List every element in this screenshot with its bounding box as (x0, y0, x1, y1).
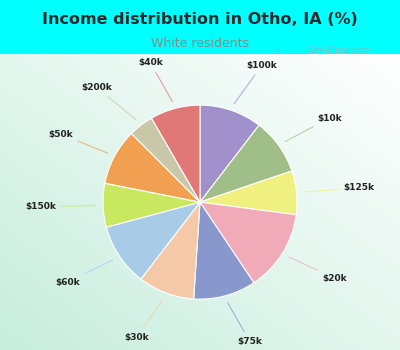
Wedge shape (141, 202, 200, 299)
Text: $100k: $100k (234, 61, 277, 104)
Text: White residents: White residents (151, 37, 249, 50)
Text: ⌂: ⌂ (273, 46, 280, 56)
Text: $50k: $50k (48, 130, 108, 153)
Wedge shape (194, 202, 254, 299)
Text: $150k: $150k (25, 202, 96, 211)
Wedge shape (106, 202, 200, 279)
Text: $75k: $75k (228, 303, 262, 346)
Text: $60k: $60k (55, 260, 113, 287)
Wedge shape (152, 105, 200, 202)
Text: City-Data.com: City-Data.com (308, 46, 372, 55)
Wedge shape (105, 134, 200, 202)
Text: $125k: $125k (304, 183, 375, 192)
Text: $10k: $10k (285, 113, 342, 141)
Text: $200k: $200k (81, 83, 136, 120)
Wedge shape (200, 202, 296, 283)
Wedge shape (132, 118, 200, 202)
Wedge shape (103, 183, 200, 227)
Text: $40k: $40k (138, 58, 172, 102)
Wedge shape (200, 125, 292, 202)
Text: $20k: $20k (289, 257, 347, 283)
Wedge shape (200, 105, 259, 202)
Text: $30k: $30k (124, 300, 162, 342)
Wedge shape (200, 171, 297, 215)
Text: Income distribution in Otho, IA (%): Income distribution in Otho, IA (%) (42, 12, 358, 27)
